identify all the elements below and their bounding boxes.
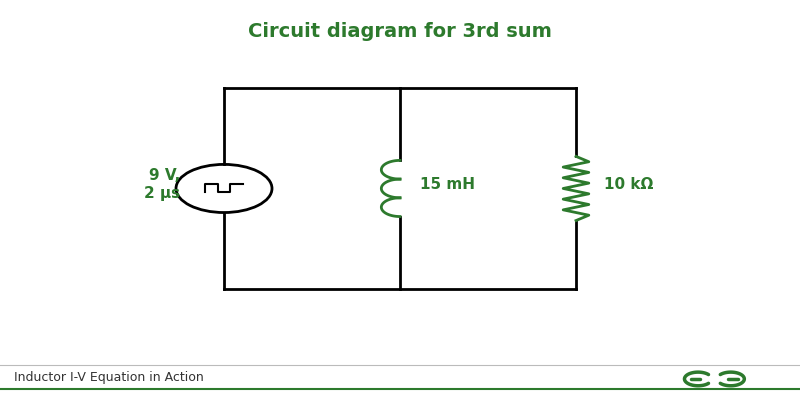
Text: 10 kΩ: 10 kΩ bbox=[604, 177, 654, 192]
Text: 15 mH: 15 mH bbox=[420, 177, 475, 192]
Text: 9 V,
2 μs: 9 V, 2 μs bbox=[144, 168, 180, 200]
Text: Circuit diagram for 3rd sum: Circuit diagram for 3rd sum bbox=[248, 22, 552, 41]
Text: Inductor I-V Equation in Action: Inductor I-V Equation in Action bbox=[14, 371, 204, 384]
